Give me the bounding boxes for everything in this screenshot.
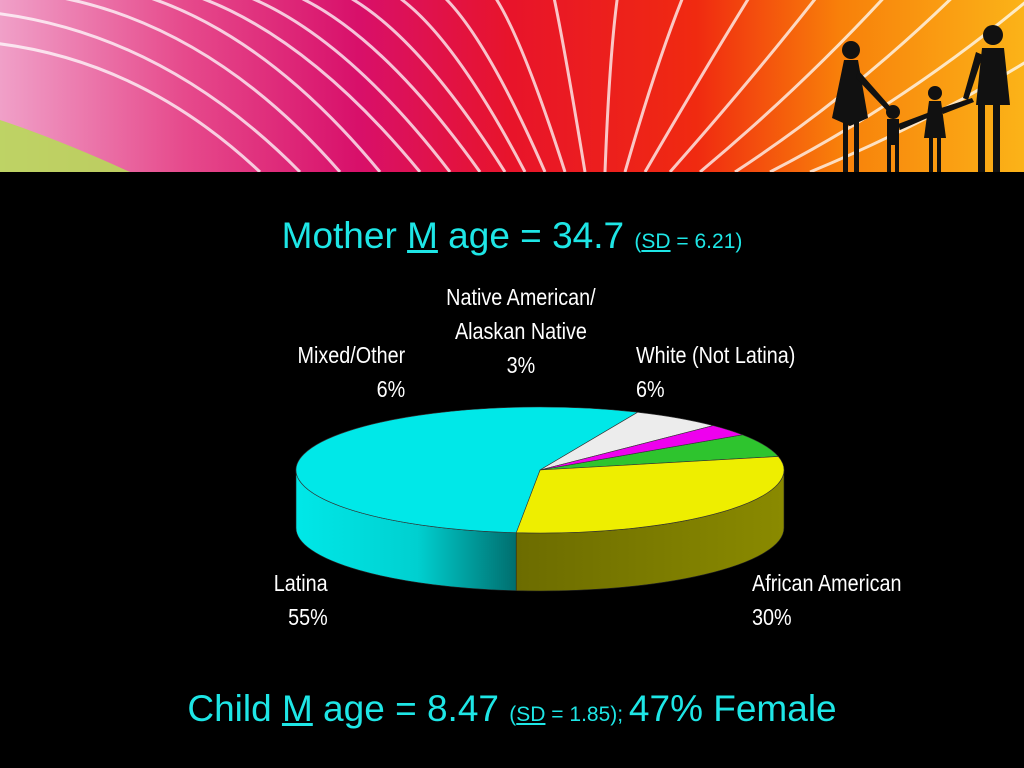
label-mixed-other-name: Mixed/Other	[297, 342, 405, 368]
label-native-american-line2: Alaskan Native	[454, 318, 587, 344]
label-native-american: Native American/ Alaskan Native 3%	[446, 280, 596, 382]
child-age-value: age = 8.47	[312, 688, 510, 729]
label-white-name: White (Not Latina)	[636, 342, 796, 368]
label-african-american-pct: 30%	[752, 604, 792, 630]
child-sd-value: = 1.85);	[545, 703, 629, 726]
label-white-pct: 6%	[636, 376, 665, 402]
mother-sd-symbol: SD	[641, 230, 671, 253]
pie-slice-african-american	[515, 456, 785, 534]
child-mean-symbol: M	[281, 688, 313, 729]
label-mixed-other-pct: 6%	[376, 376, 405, 402]
label-native-american-pct: 3%	[506, 352, 536, 378]
label-mixed-other: Mixed/Other 6%	[297, 338, 405, 406]
child-sd-symbol: SD	[516, 703, 546, 726]
mother-sd-value: = 6.21)	[670, 230, 743, 253]
child-sd-open: (	[509, 703, 517, 726]
decorative-banner	[0, 0, 1024, 172]
mother-age-value: age = 34.7	[437, 215, 635, 256]
mother-prefix: Mother	[281, 215, 408, 256]
mother-sd-open: (	[634, 230, 642, 253]
pie-slice-latina	[295, 406, 639, 534]
label-latina-name: Latina	[274, 570, 328, 596]
pie-slices	[295, 406, 785, 534]
child-female-pct: 47% Female	[628, 688, 837, 729]
family-silhouette-icon	[832, 25, 1010, 172]
label-native-american-line1: Native American/	[446, 284, 596, 310]
mother-mean-symbol: M	[407, 215, 438, 256]
label-white: White (Not Latina) 6%	[636, 338, 795, 406]
child-prefix: Child	[187, 688, 282, 729]
child-age-title: Child M age = 8.47 (SD = 1.85); 47% Fema…	[0, 688, 1024, 730]
mother-age-title: Mother M age = 34.7 (SD = 6.21)	[0, 215, 1024, 257]
label-latina: Latina 55%	[274, 566, 328, 634]
label-african-american-name: African American	[752, 570, 902, 596]
label-latina-pct: 55%	[288, 604, 328, 630]
pie-slice-native-american	[539, 425, 744, 471]
label-african-american: African American 30%	[752, 566, 902, 634]
